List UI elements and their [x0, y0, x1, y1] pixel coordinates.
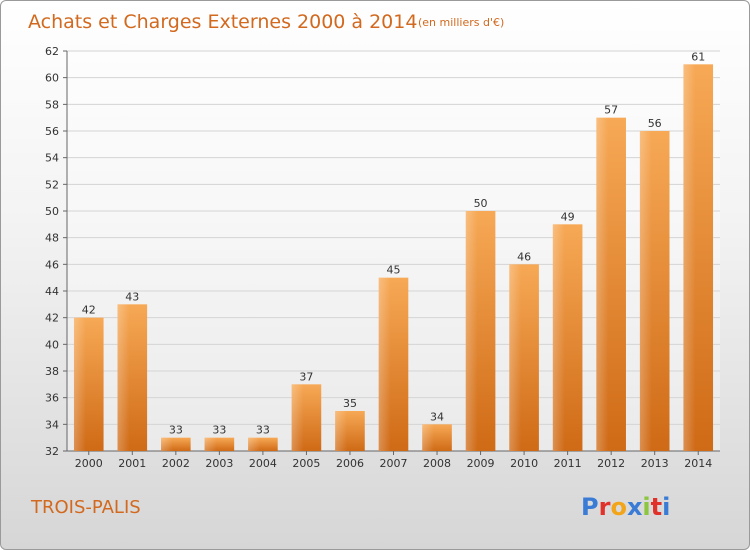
x-tick-label-2014: 2014	[684, 457, 712, 470]
y-tick-label: 52	[45, 178, 59, 191]
x-tick-label-2009: 2009	[467, 457, 495, 470]
logo-letter: r	[599, 493, 611, 521]
data-label-2010: 46	[517, 250, 531, 263]
data-label-2005: 37	[299, 370, 313, 383]
logo-letter: o	[610, 493, 627, 521]
data-label-2012: 57	[604, 104, 618, 117]
y-tick-label: 32	[45, 445, 59, 458]
data-label-2013: 56	[648, 117, 662, 130]
data-labels: 42 43 33 33 33 37 35 45 34 50 46 49 57 56 61	[82, 50, 705, 436]
data-label-2008: 34	[430, 410, 444, 423]
x-tick-label-2001: 2001	[118, 457, 146, 470]
x-tick-label-2004: 2004	[249, 457, 277, 470]
x-tick-label-2008: 2008	[423, 457, 451, 470]
data-label-2001: 43	[125, 290, 139, 303]
data-label-2011: 49	[561, 210, 575, 223]
data-label-2007: 45	[387, 264, 401, 277]
y-tick-label: 62	[45, 45, 59, 58]
data-label-2002: 33	[169, 424, 183, 437]
y-tick-label: 36	[45, 392, 59, 405]
data-label-2004: 33	[256, 424, 270, 437]
x-tick-label-2000: 2000	[75, 457, 103, 470]
chart-subtitle: (en milliers d'€)	[418, 16, 504, 29]
y-tick-label: 40	[45, 338, 59, 351]
y-tick-label: 60	[45, 72, 59, 85]
x-tick-label-2010: 2010	[510, 457, 538, 470]
logo-letter: i	[662, 493, 670, 521]
y-tick-label: 58	[45, 98, 59, 111]
data-label-2000: 42	[82, 304, 96, 317]
y-tick-label: 54	[45, 152, 59, 165]
logo-letter: P	[581, 493, 599, 521]
x-tick-label-2012: 2012	[597, 457, 625, 470]
y-tick-label: 48	[45, 232, 59, 245]
x-tick-label-2011: 2011	[554, 457, 582, 470]
data-label-2003: 33	[212, 424, 226, 437]
proxiti-logo: Proxiti	[581, 493, 670, 521]
y-tick-label: 46	[45, 258, 59, 271]
x-tick-label-2002: 2002	[162, 457, 190, 470]
x-tick-labels: 2000 2001 2002 2003 2004 2005 2006 2007 2008 2009…	[75, 457, 712, 470]
x-tick-label-2007: 2007	[380, 457, 408, 470]
data-label-2006: 35	[343, 397, 357, 410]
y-tick-labels: 32 34 36 38 40 42 44 46 48 50 52 54 56 58 60 62	[45, 45, 59, 458]
y-tick-label: 42	[45, 312, 59, 325]
chart-title: Achats et Charges Externes 2000 à 2014	[28, 11, 417, 33]
bars	[73, 64, 714, 452]
x-tick-label-2003: 2003	[205, 457, 233, 470]
y-tick-label: 50	[45, 205, 59, 218]
data-label-2009: 50	[474, 197, 488, 210]
y-tick-label: 56	[45, 125, 59, 138]
data-label-2014: 61	[691, 50, 705, 63]
x-tick-label-2006: 2006	[336, 457, 364, 470]
x-tick-label-2013: 2013	[641, 457, 669, 470]
x-tick-label-2005: 2005	[292, 457, 320, 470]
y-tick-label: 44	[45, 285, 59, 298]
place-name: TROIS-PALIS	[30, 497, 141, 518]
logo-letter: i	[642, 493, 650, 521]
y-tick-label: 38	[45, 365, 59, 378]
y-tick-label: 34	[45, 418, 59, 431]
logo-letter: t	[651, 493, 662, 521]
logo-letter: x	[627, 493, 643, 521]
